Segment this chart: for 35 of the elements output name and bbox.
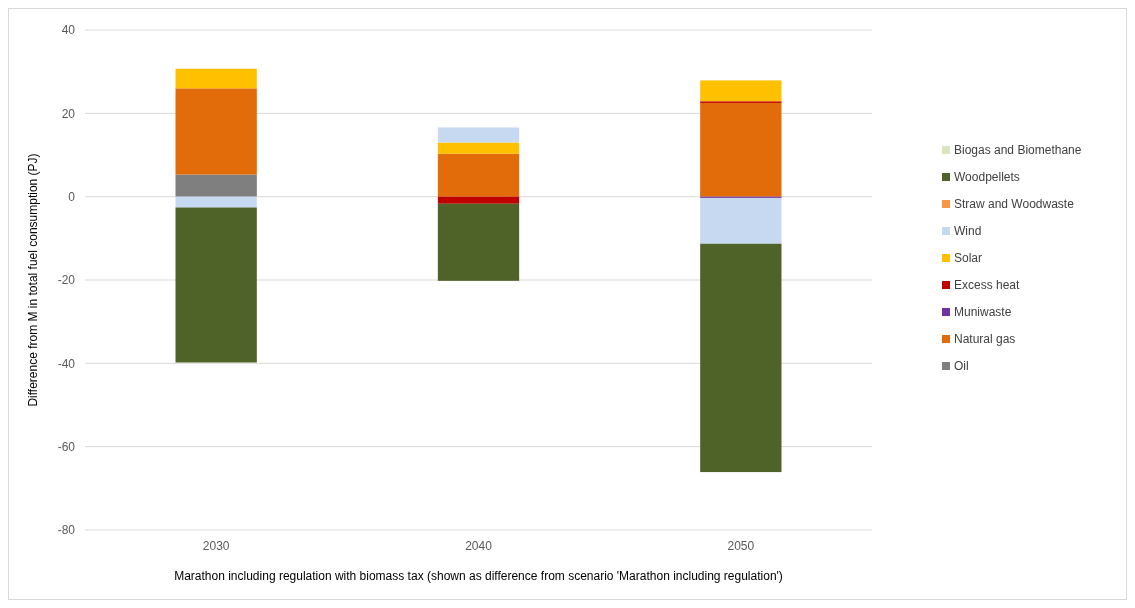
y-tick-label: -80 bbox=[57, 523, 76, 538]
bar bbox=[175, 174, 257, 197]
bar bbox=[700, 102, 782, 197]
x-tick-label: 2030 bbox=[202, 539, 230, 553]
bar bbox=[175, 68, 257, 89]
y-tick-label: 20 bbox=[61, 106, 76, 121]
x-tick-label: 2040 bbox=[465, 539, 493, 553]
legend-label: Woodpellets bbox=[954, 170, 1020, 185]
legend-label: Natural gas bbox=[954, 332, 1016, 347]
y-tick-label: -20 bbox=[57, 273, 76, 288]
bar bbox=[700, 243, 782, 473]
legend-label: Wind bbox=[954, 224, 982, 239]
legend-label: Oil bbox=[954, 359, 969, 374]
y-axis-title: Difference from M in total fuel consumption (PJ) bbox=[26, 153, 40, 407]
y-tick-label: -60 bbox=[57, 439, 76, 454]
y-tick-label: -40 bbox=[57, 356, 76, 371]
legend-label: Straw and Woodwaste bbox=[954, 197, 1075, 212]
bar bbox=[437, 127, 520, 143]
bar bbox=[700, 197, 782, 244]
bar bbox=[437, 196, 520, 204]
legend-label: Muniwaste bbox=[954, 305, 1012, 320]
bar bbox=[700, 80, 782, 102]
bar bbox=[437, 153, 520, 197]
bar bbox=[437, 142, 520, 154]
bar bbox=[175, 88, 257, 175]
legend-label: Biogas and Biomethane bbox=[954, 143, 1082, 158]
x-axis-title: Marathon including regulation with biomass tax (shown as difference from scenario 'Marathon including regulation') bbox=[174, 569, 783, 583]
y-tick-label: 0 bbox=[68, 189, 76, 204]
legend-label: Excess heat bbox=[954, 278, 1021, 293]
x-tick-label: 2050 bbox=[727, 539, 755, 553]
legend-label: Solar bbox=[954, 251, 983, 266]
bar bbox=[437, 203, 520, 281]
y-tick-label: 40 bbox=[61, 23, 76, 38]
bar bbox=[175, 207, 257, 363]
bar bbox=[175, 196, 257, 208]
